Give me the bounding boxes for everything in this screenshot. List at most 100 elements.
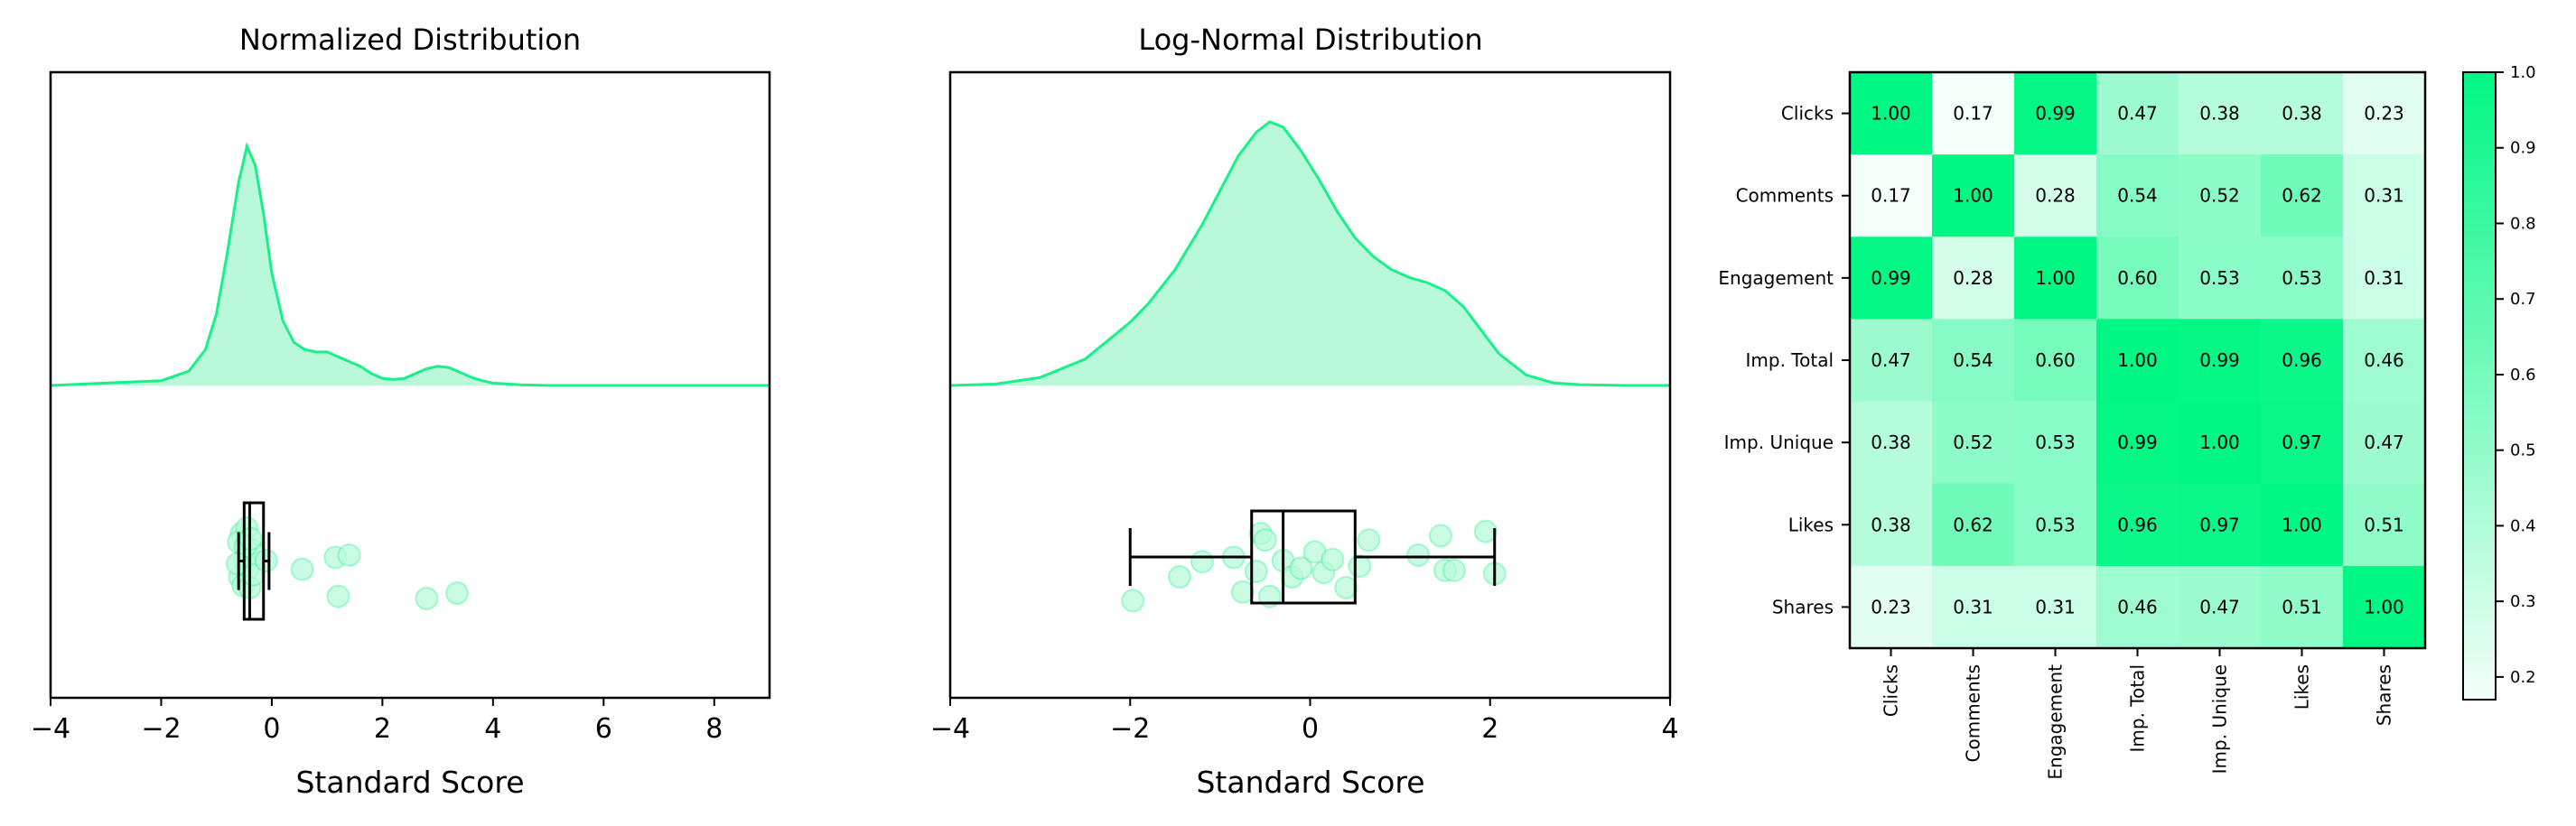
panel1-plot: [50, 142, 770, 621]
colorbar-tick-label: 0.9: [2510, 139, 2536, 158]
scatter-point: [290, 557, 314, 581]
scatter-point: [1473, 519, 1498, 543]
panel1-frame: [49, 70, 771, 700]
heatmap-cell: [1850, 154, 1933, 237]
heatmap-cell-value: 0.99: [2117, 432, 2158, 453]
heatmap-cell-value: 0.96: [2117, 514, 2158, 535]
heatmap-cell-value: 0.51: [2282, 596, 2322, 617]
heatmap-cell-value: 0.47: [2364, 432, 2404, 453]
heatmap-cell: [1932, 319, 2015, 403]
heatmap-cell-value: 0.38: [1871, 432, 1911, 453]
heatmap-cell-value: 0.17: [1953, 103, 1993, 125]
heatmap-cell: [1850, 565, 1933, 649]
heatmap-cell-value: 0.99: [1871, 267, 1911, 289]
heatmap-row-labels: Clicks Comments Engagement Imp. Total Imp. U…: [1718, 103, 1850, 617]
heatmap-cell-value: 0.53: [2199, 267, 2240, 289]
scatter-point: [1168, 565, 1191, 589]
heatmap-cell-value: 0.31: [1953, 596, 1993, 617]
heatmap-cell: [2014, 237, 2097, 320]
scatter-point: [1334, 576, 1358, 599]
heatmap-cell: [2179, 72, 2262, 155]
x-tick-label: −2: [141, 713, 181, 745]
kde-line: [50, 142, 770, 387]
x-tick-label: 4: [484, 713, 501, 745]
heatmap-cell-value: 0.62: [2282, 185, 2322, 207]
heatmap-cell-value: 1.00: [2199, 432, 2240, 453]
heatmap-cell-value: 0.53: [2035, 432, 2076, 453]
heatmap-cell: [2096, 565, 2179, 649]
heatmap-cell: [2343, 237, 2426, 320]
heatmap-cell-value: 0.38: [2282, 103, 2322, 125]
column-label: Comments: [1963, 664, 1984, 762]
heatmap-cell-value: 0.62: [1953, 514, 1993, 535]
heatmap-cell-value: 0.28: [2035, 185, 2076, 207]
heatmap-cell: [2179, 319, 2262, 403]
heatmap-cell: [1932, 154, 2015, 237]
heatmap-cell: [2261, 319, 2344, 403]
panel1-title: Normalized Distribution: [239, 23, 581, 57]
heatmap-cell-value: 0.97: [2282, 432, 2322, 453]
heatmap-cell-value: 0.53: [2035, 514, 2076, 535]
scatter-point: [1406, 543, 1431, 567]
panel-correlation-heatmap: 1.00 0.17 0.99 0.47 0.38 0.38 0.23 0.17 1.00 0.28…: [1718, 63, 2535, 780]
boxplot: [1128, 509, 1497, 605]
heatmap-cell-value: 0.31: [2364, 185, 2404, 207]
heatmap-cell-value: 1.00: [2364, 596, 2404, 617]
heatmap-cell-value: 0.60: [2035, 349, 2076, 371]
heatmap-cell-value: 0.47: [2117, 103, 2158, 125]
heatmap-cell-value: 0.54: [1953, 349, 1993, 371]
boxplot: [237, 501, 271, 621]
heatmap-cell: [2179, 401, 2262, 485]
column-label: Likes: [2291, 664, 2313, 710]
heatmap-cell-value: 0.96: [2282, 349, 2322, 371]
x-tick-label: 2: [374, 713, 391, 745]
panel2-x-ticks: −4 −2 0 2 4: [930, 698, 1679, 745]
colorbar-tick-label: 0.4: [2510, 516, 2536, 535]
heatmap-cell: [2096, 319, 2179, 403]
colorbar-tick-label: 0.2: [2510, 668, 2536, 687]
heatmap-cell: [2261, 72, 2344, 155]
colorbar-tick-label: 1.0: [2510, 63, 2536, 82]
heatmap-cell: [2179, 565, 2262, 649]
heatmap-cell: [2096, 154, 2179, 237]
heatmap-cell: [2343, 483, 2426, 567]
heatmap-cell-value: 1.00: [2117, 349, 2158, 371]
scatter-point: [1429, 524, 1452, 548]
scatter-point: [1357, 528, 1381, 552]
heatmap-cell: [2261, 154, 2344, 237]
row-label: Comments: [1736, 185, 1834, 207]
heatmap-cell-value: 0.97: [2199, 514, 2240, 535]
scatter-point: [1190, 550, 1214, 574]
heatmap-cell-value: 1.00: [2282, 514, 2322, 535]
heatmap-cell: [2179, 154, 2262, 237]
scatter-point: [1244, 560, 1268, 583]
box-iqr: [1250, 509, 1357, 605]
heatmap-cell: [2014, 401, 2097, 485]
heatmap-cell: [1932, 72, 2015, 155]
heatmap-cell-value: 0.52: [1953, 432, 1993, 453]
heatmap-cell: [1850, 319, 1933, 403]
colorbar-ticks: 0.2 0.3 0.4 0.5 0.6 0.7 0.8 0.9 1.0: [2496, 63, 2536, 687]
heatmap-cell-value: 0.51: [2364, 514, 2404, 535]
heatmap-cell: [2261, 237, 2344, 320]
heatmap-cell: [1932, 483, 2015, 567]
panel2-title: Log-Normal Distribution: [1138, 23, 1482, 57]
heatmap-cell-value: 1.00: [1953, 185, 1993, 207]
x-tick-label: 2: [1481, 713, 1498, 745]
heatmap-cell: [2343, 565, 2426, 649]
heatmap-cell-value: 0.23: [2364, 103, 2404, 125]
heatmap-cell: [1850, 483, 1933, 567]
colorbar-tick-label: 0.8: [2510, 214, 2536, 233]
row-label: Imp. Unique: [1724, 432, 1834, 453]
scatter-point: [1442, 558, 1466, 582]
scatter-point: [1253, 528, 1277, 552]
heatmap-cell-value: 1.00: [2035, 267, 2076, 289]
heatmap-cell: [2096, 72, 2179, 155]
row-label: Imp. Total: [1746, 349, 1834, 371]
column-label: Imp. Total: [2127, 664, 2149, 753]
heatmap-cell: [1850, 237, 1933, 320]
heatmap-cell-value: 0.38: [1871, 514, 1911, 535]
heatmap-cell-value: 0.46: [2117, 596, 2158, 617]
heatmap-cell-value: 0.60: [2117, 267, 2158, 289]
